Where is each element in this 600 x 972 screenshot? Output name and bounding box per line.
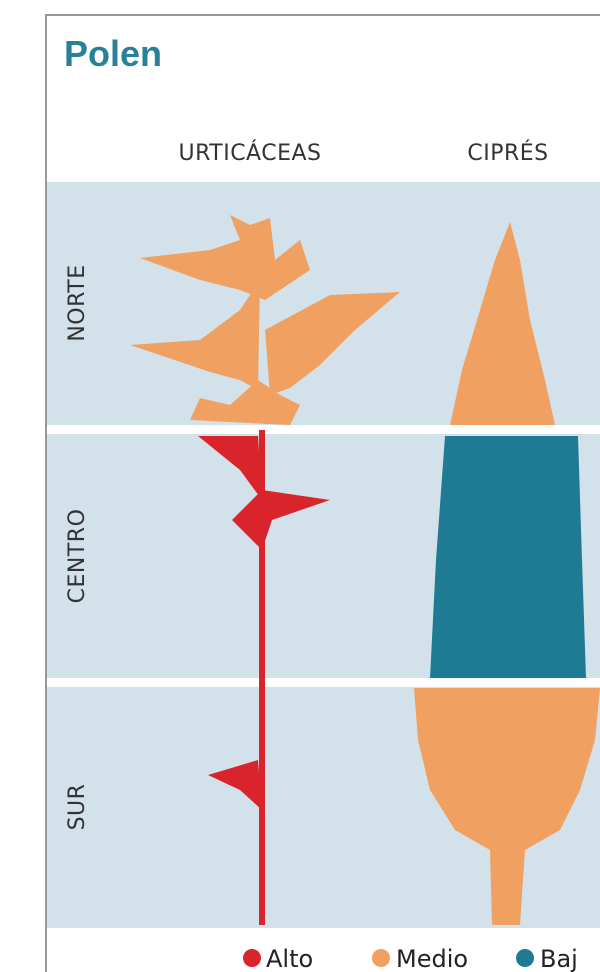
legend-swatch	[243, 949, 261, 967]
legend-label: Medio	[396, 945, 468, 972]
row-label: NORTE	[65, 264, 90, 341]
title: Polen	[64, 33, 162, 74]
legend-label: Baj	[540, 945, 578, 972]
infographic: Polen URTICÁCEAS CIPRÉS NORTE CENTRO SUR…	[0, 0, 600, 972]
legend-swatch	[372, 949, 390, 967]
page: {"header": {"title": "Polen"}, "columns"…	[0, 0, 600, 972]
legend-swatch	[516, 949, 534, 967]
legend-label: Alto	[266, 945, 313, 972]
column-header: CIPRÉS	[467, 140, 548, 166]
row-label: CENTRO	[65, 509, 90, 604]
column-header: URTICÁCEAS	[178, 140, 321, 166]
row-label: SUR	[65, 784, 90, 831]
